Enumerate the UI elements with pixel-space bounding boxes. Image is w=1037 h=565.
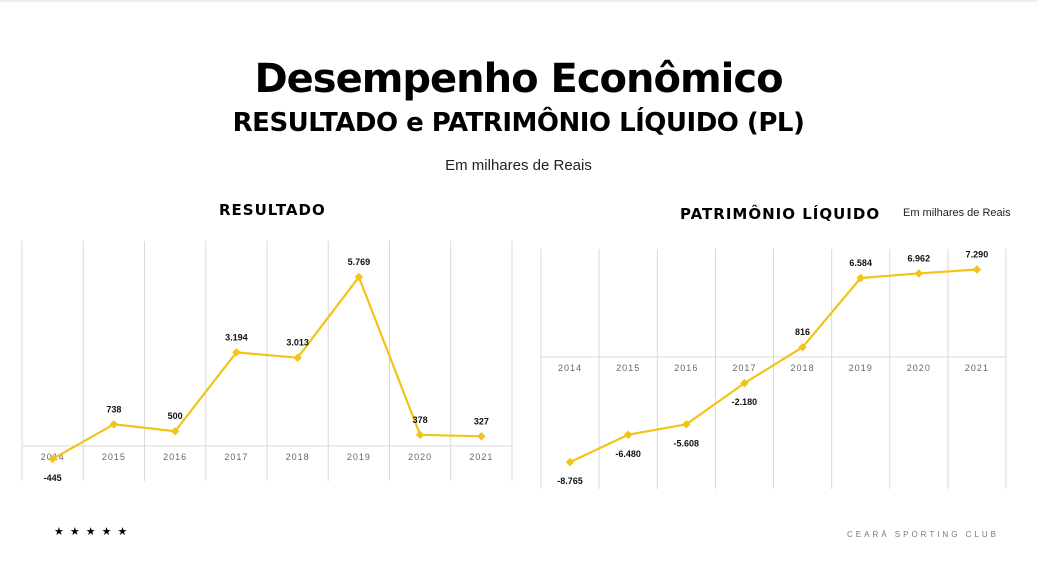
data-label: 738 xyxy=(106,404,121,414)
data-point xyxy=(914,269,924,278)
data-point xyxy=(170,427,180,436)
data-label: 7.290 xyxy=(966,250,989,260)
x-tick-label: 2020 xyxy=(408,452,432,462)
data-point xyxy=(415,430,425,440)
x-tick-label: 2018 xyxy=(286,452,310,462)
units-caption: Em milhares de Reais xyxy=(445,157,592,174)
data-point xyxy=(972,265,982,274)
data-point xyxy=(565,457,575,467)
series-line xyxy=(569,268,978,464)
data-point xyxy=(798,342,807,352)
data-label: -445 xyxy=(44,473,62,483)
page-subtitle: RESULTADO e PATRIMÔNIO LÍQUIDO (PL) xyxy=(232,108,805,138)
data-label: -2.180 xyxy=(732,397,758,407)
data-point xyxy=(856,273,865,283)
data-label: 500 xyxy=(168,411,183,421)
data-point xyxy=(293,353,302,362)
data-label: 3.194 xyxy=(225,332,248,342)
data-label: -5.608 xyxy=(674,438,700,448)
data-label: 5.769 xyxy=(348,257,371,267)
x-tick-label: 2017 xyxy=(732,363,756,373)
top-divider xyxy=(0,0,1037,2)
data-point xyxy=(109,420,119,429)
x-tick-label: 2019 xyxy=(849,363,873,373)
chart-title-resultado: RESULTADO xyxy=(219,201,326,219)
data-label: 6.962 xyxy=(908,253,931,263)
x-tick-label: 2016 xyxy=(674,363,698,373)
data-label: -8.765 xyxy=(557,476,583,486)
data-point xyxy=(48,454,57,464)
x-tick-label: 2016 xyxy=(163,452,187,462)
x-tick-label: 2017 xyxy=(224,452,248,462)
x-tick-label: 2021 xyxy=(469,452,493,462)
x-tick-label: 2021 xyxy=(965,363,989,373)
data-label: 378 xyxy=(413,415,428,425)
page-title: Desempenho Econômico xyxy=(254,56,783,102)
data-point xyxy=(354,272,364,282)
data-point xyxy=(682,420,691,429)
x-tick-label: 2014 xyxy=(558,363,582,373)
chart-title-patrimonio: PATRIMÔNIO LÍQUIDO xyxy=(680,205,881,223)
data-label: 3.013 xyxy=(286,338,309,348)
x-tick-label: 2018 xyxy=(791,363,815,373)
data-point xyxy=(623,430,633,440)
stars-decoration: ★★★★★ xyxy=(54,526,134,538)
data-point xyxy=(477,432,486,441)
x-tick-label: 2020 xyxy=(907,363,931,373)
data-label: -6.480 xyxy=(615,449,641,459)
data-label: 816 xyxy=(795,327,810,337)
x-tick-label: 2015 xyxy=(102,452,126,462)
club-name: CEARÁ SPORTING CLUB xyxy=(847,530,999,539)
x-tick-label: 2019 xyxy=(347,452,371,462)
data-label: 327 xyxy=(474,416,489,426)
data-label: 6.584 xyxy=(849,258,872,268)
chart-units-patrimonio: Em milhares de Reais xyxy=(903,207,1011,219)
x-tick-label: 2015 xyxy=(616,363,640,373)
data-point xyxy=(232,348,241,357)
data-point xyxy=(740,378,749,388)
series-line xyxy=(52,275,482,460)
